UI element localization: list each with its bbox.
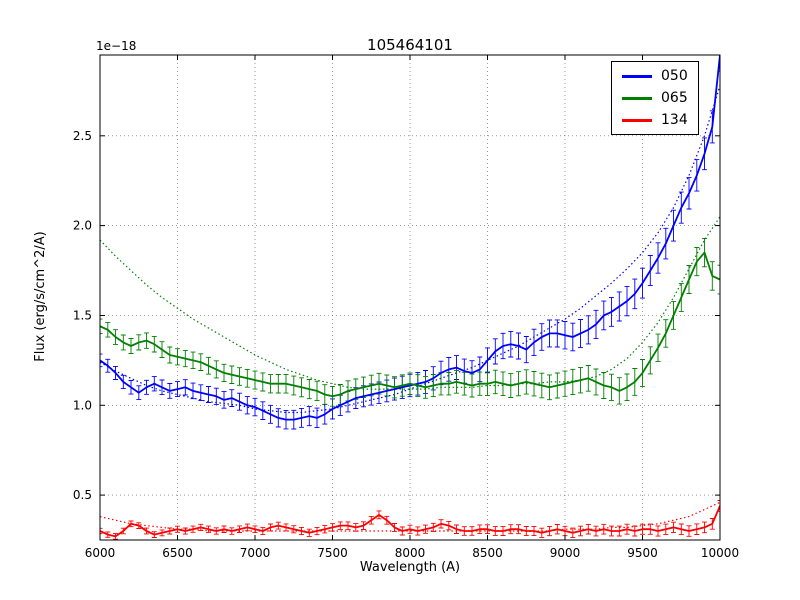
legend-line-050-icon	[622, 74, 652, 78]
legend-line-065-icon	[622, 96, 652, 100]
svg-text:8000: 8000	[395, 546, 426, 560]
plot-border	[99, 54, 721, 541]
tick-labels: 6000 6500 7000 7500 8000 8500 9000 9500 10000 0.5…	[73, 129, 739, 560]
legend-line-134-icon	[622, 118, 652, 122]
svg-text:7000: 7000	[240, 546, 271, 560]
svg-text:7500: 7500	[317, 546, 348, 560]
legend-entry-050: 050	[622, 68, 688, 84]
svg-text:8500: 8500	[472, 546, 503, 560]
legend-label-134: 134	[661, 112, 688, 128]
chart-title: 105464101	[367, 36, 453, 54]
axis-offset-text: 1e−18	[96, 39, 137, 53]
svg-text:9000: 9000	[550, 546, 581, 560]
series-050-fit-line	[100, 85, 720, 414]
svg-text:2.0: 2.0	[73, 219, 92, 233]
svg-text:1.5: 1.5	[73, 309, 92, 323]
series-050-line	[100, 55, 720, 421]
legend-entry-134: 134	[622, 112, 688, 128]
x-axis-label: Wavelength (A)	[359, 560, 461, 575]
svg-text:10000: 10000	[701, 546, 739, 560]
legend-label-065: 065	[661, 90, 688, 106]
svg-text:6000: 6000	[85, 546, 116, 560]
svg-text:2.5: 2.5	[73, 129, 92, 143]
svg-text:9500: 9500	[627, 546, 658, 560]
legend-entry-065: 065	[622, 90, 688, 106]
series-134-line	[100, 505, 720, 538]
series-065-line	[100, 251, 720, 398]
svg-text:0.5: 0.5	[73, 488, 92, 502]
y-axis-label: Flux (erg/s/cm^2/A)	[33, 231, 48, 362]
svg-text:6500: 6500	[162, 546, 193, 560]
legend-label-050: 050	[661, 68, 688, 84]
svg-text:1.0: 1.0	[73, 398, 92, 412]
legend: 050 065 134	[611, 61, 699, 135]
